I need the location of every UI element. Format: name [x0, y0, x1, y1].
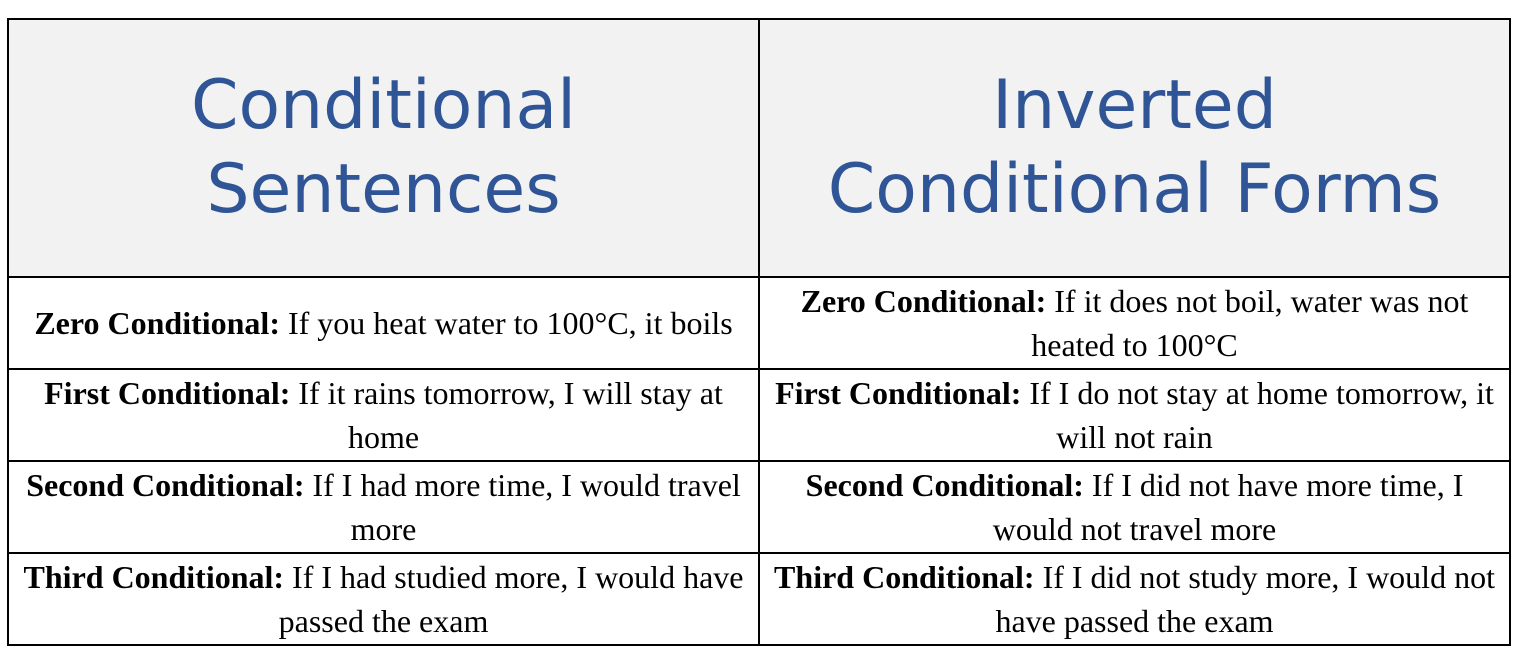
cell-label: Second Conditional:	[805, 467, 1084, 503]
body-row: Second Conditional: If I had more time, …	[7, 460, 1511, 554]
cell-label: First Conditional:	[775, 375, 1022, 411]
body-row: Third Conditional: If I had studied more…	[7, 552, 1511, 646]
body-cell: Third Conditional: If I had studied more…	[7, 552, 760, 646]
cell-text: If I had more time, I would travel more	[312, 467, 741, 547]
cell-label: Zero Conditional:	[800, 283, 1047, 319]
body-cell: Third Conditional: If I did not study mo…	[758, 552, 1511, 646]
body-row: First Conditional: If it rains tomorrow,…	[7, 368, 1511, 462]
header-row: Conditional Sentences Inverted Conditional …	[7, 18, 1511, 278]
cell-text: If I do not stay at home tomorrow, it wi…	[1029, 375, 1494, 455]
cell-label: Zero Conditional:	[34, 305, 280, 341]
cell-label: Third Conditional:	[23, 559, 285, 595]
cell-text: If it does not boil, water was not heate…	[1031, 283, 1469, 363]
body-cell: First Conditional: If I do not stay at h…	[758, 368, 1511, 462]
header-line: Sentences	[206, 150, 561, 229]
body-cell: Zero Conditional: If you heat water to 1…	[7, 276, 760, 370]
body-cell: Second Conditional: If I did not have mo…	[758, 460, 1511, 554]
cell-text: If I had studied more, I would have pass…	[278, 559, 744, 639]
header-cell: Conditional Sentences	[7, 18, 760, 278]
body-cell: Second Conditional: If I had more time, …	[7, 460, 760, 554]
cell-text: If I did not have more time, I would not…	[992, 467, 1464, 547]
header-cell: Inverted Conditional Forms	[758, 18, 1511, 278]
body-cell: Zero Conditional: If it does not boil, w…	[758, 276, 1511, 370]
cell-label: Second Conditional:	[26, 467, 305, 503]
cell-text: If you heat water to 100°C, it boils	[287, 305, 733, 341]
cell-text: If I did not study more, I would not hav…	[995, 559, 1495, 639]
conditional-table: Conditional Sentences Inverted Conditional …	[7, 18, 1511, 646]
header-line: Conditional	[190, 66, 577, 145]
cell-text: If it rains tomorrow, I will stay at hom…	[298, 375, 723, 455]
body-row: Zero Conditional: If you heat water to 1…	[7, 276, 1511, 370]
cell-label: Third Conditional:	[774, 559, 1035, 595]
header-line: Inverted	[992, 66, 1277, 145]
header-line: Conditional Forms	[827, 150, 1442, 229]
cell-label: First Conditional:	[44, 375, 291, 411]
body-cell: First Conditional: If it rains tomorrow,…	[7, 368, 760, 462]
